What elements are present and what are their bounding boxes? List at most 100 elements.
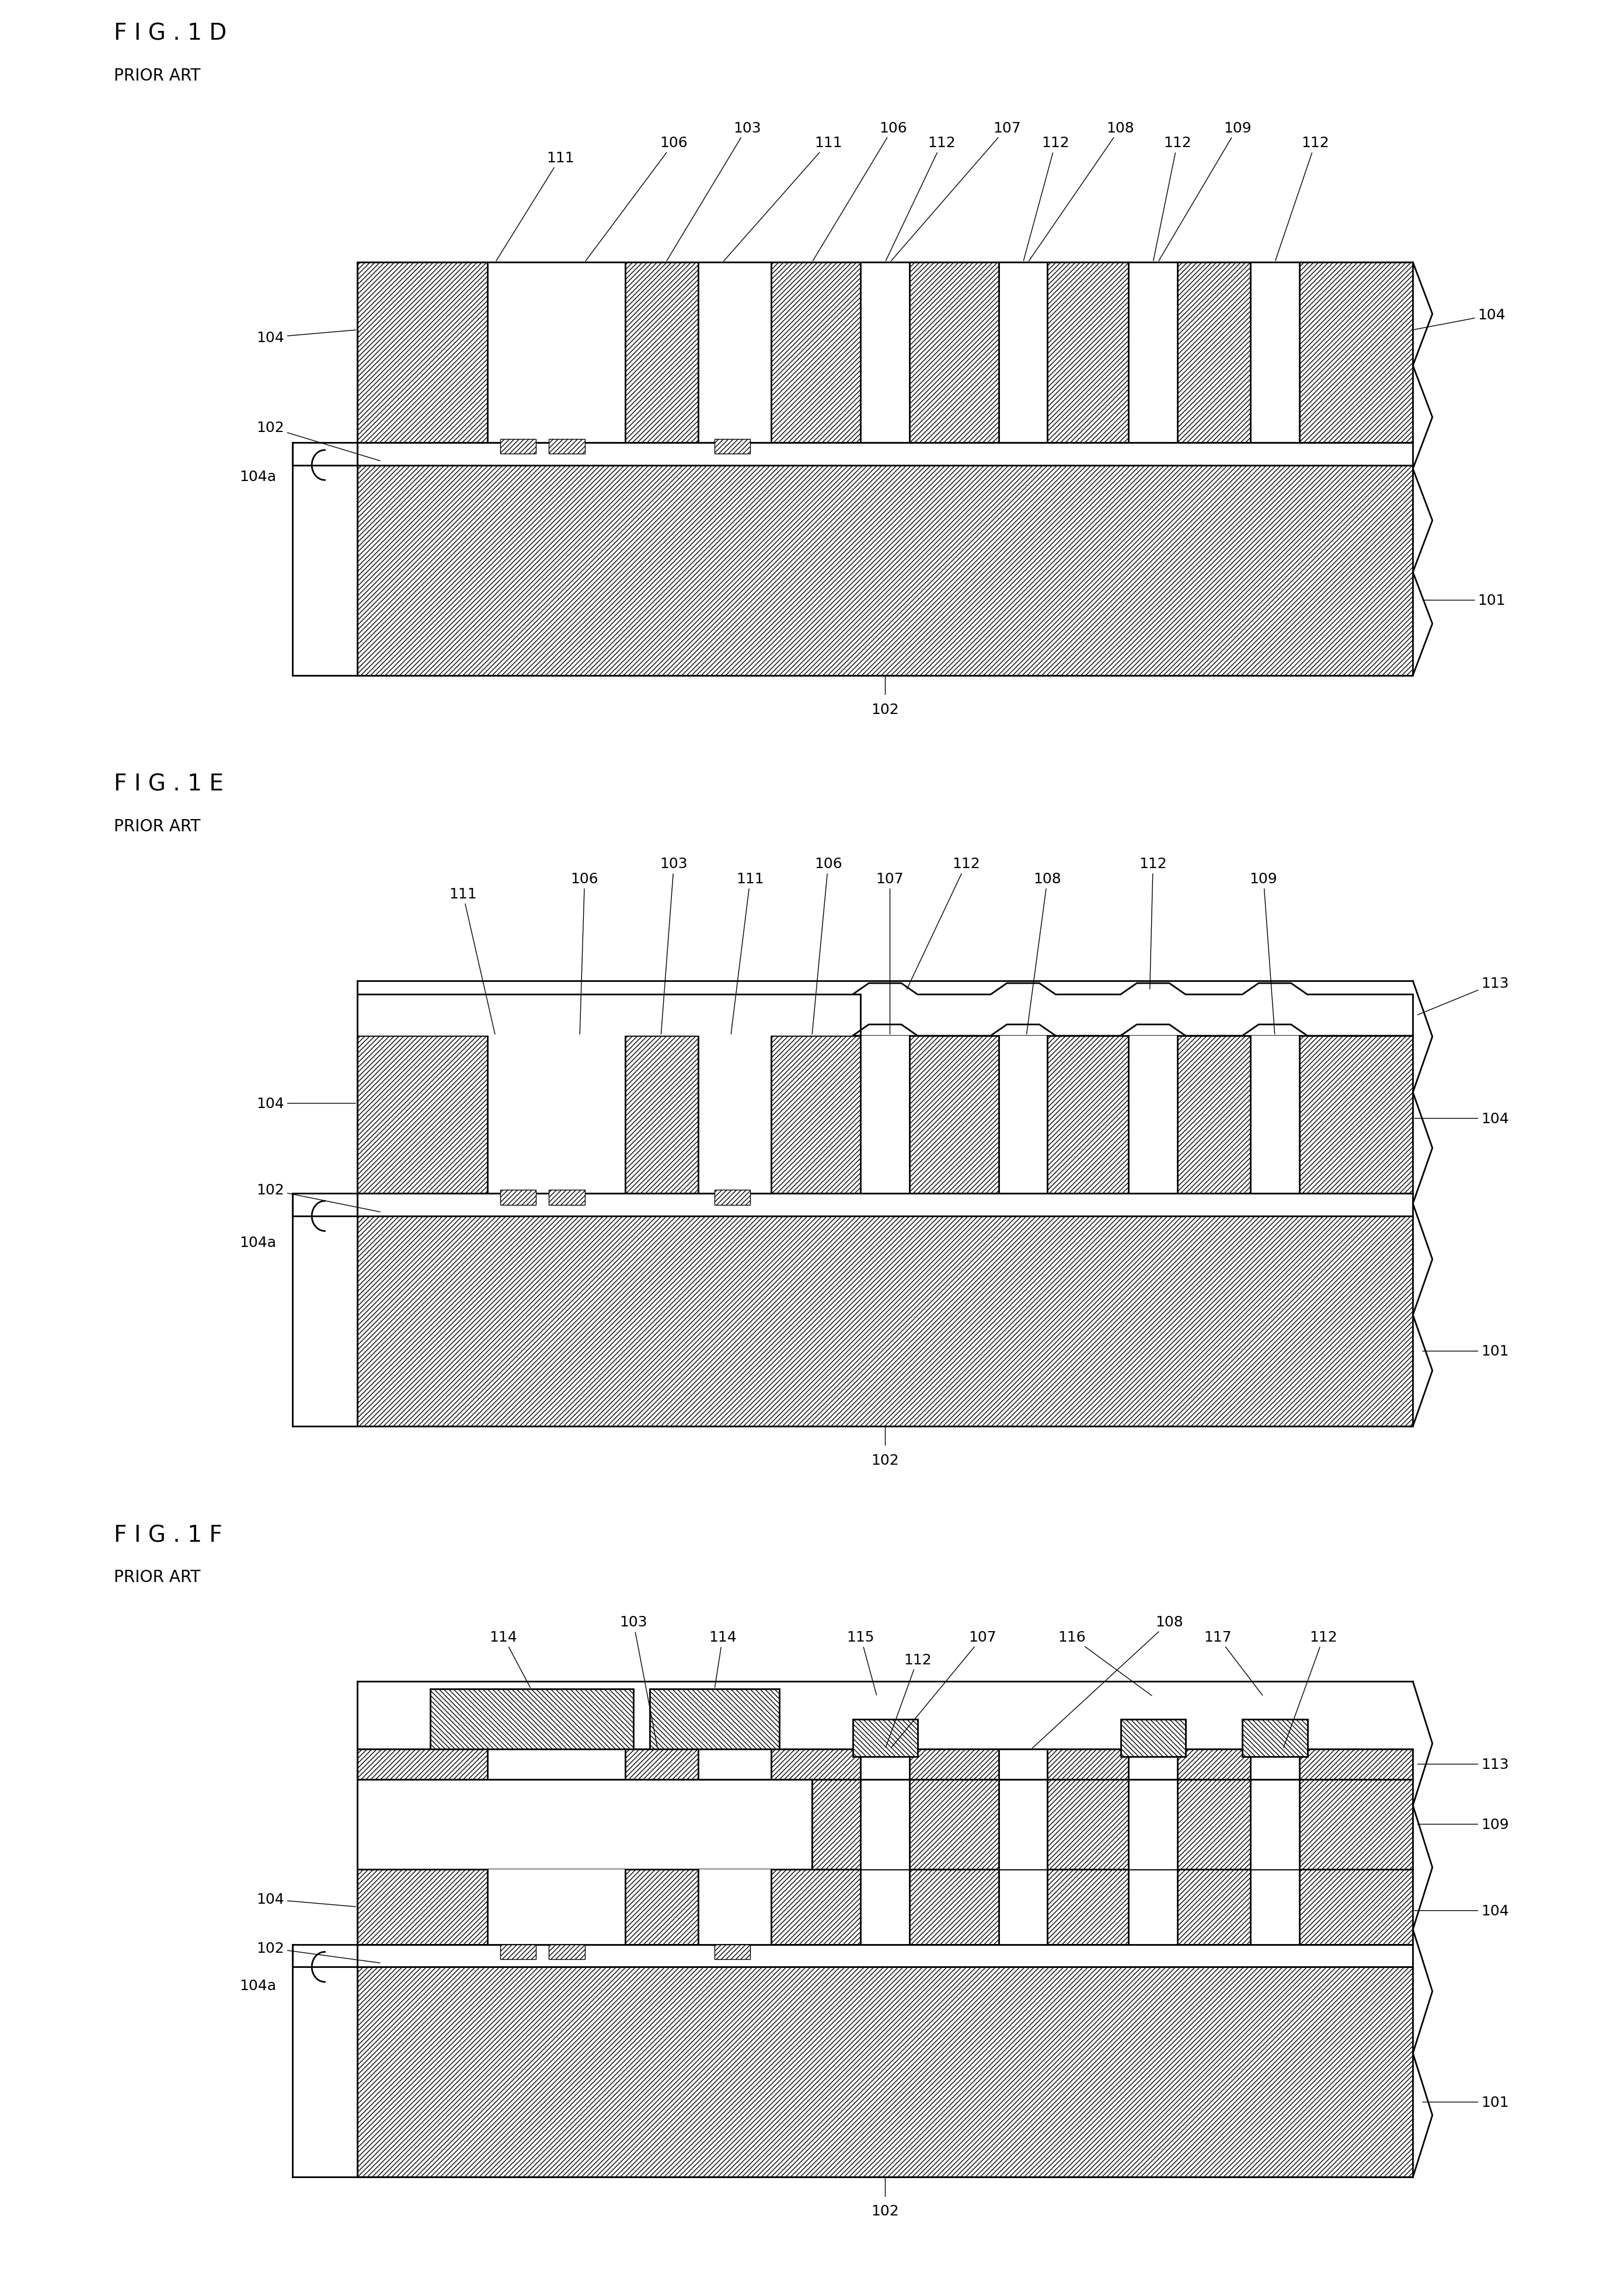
- Bar: [357, 1194, 1413, 1217]
- Bar: [1121, 1720, 1186, 1756]
- Text: 112: 112: [906, 858, 981, 990]
- Bar: [1129, 1870, 1177, 1945]
- Bar: [357, 1968, 1413, 2177]
- Polygon shape: [853, 983, 1413, 1035]
- Bar: [357, 1945, 1413, 1968]
- Text: 108: 108: [1033, 1615, 1184, 1747]
- Text: 104: 104: [257, 1893, 356, 1906]
- Bar: [861, 1035, 909, 1194]
- Bar: [1250, 264, 1299, 444]
- Bar: [853, 1720, 918, 1756]
- Bar: [698, 264, 771, 444]
- Bar: [650, 1688, 780, 1749]
- Text: 111: 111: [731, 871, 765, 1035]
- Bar: [549, 1190, 585, 1206]
- Bar: [487, 1035, 625, 1194]
- Text: 112: 112: [1153, 136, 1192, 262]
- Text: 106: 106: [812, 858, 843, 1035]
- Text: 116: 116: [1057, 1631, 1151, 1695]
- Text: 109: 109: [1160, 121, 1252, 262]
- Text: F I G . 1 F: F I G . 1 F: [114, 1524, 222, 1547]
- Bar: [1129, 264, 1177, 444]
- Bar: [357, 994, 861, 1035]
- Bar: [1250, 1749, 1299, 1779]
- Bar: [500, 439, 536, 455]
- Text: 104: 104: [257, 1097, 356, 1110]
- Bar: [487, 1870, 625, 1945]
- Bar: [715, 439, 750, 455]
- Text: F I G . 1 D: F I G . 1 D: [114, 23, 226, 46]
- Text: 101: 101: [1423, 2095, 1509, 2109]
- Bar: [999, 264, 1047, 444]
- Text: 101: 101: [1423, 594, 1505, 607]
- Bar: [357, 1749, 1413, 1779]
- Text: 109: 109: [1249, 871, 1278, 1035]
- Text: 102: 102: [870, 703, 900, 717]
- Text: 107: 107: [892, 1631, 997, 1747]
- Text: 102: 102: [257, 1183, 380, 1213]
- Text: 111: 111: [497, 150, 575, 262]
- Text: PRIOR ART: PRIOR ART: [114, 68, 200, 84]
- Bar: [487, 1749, 625, 1779]
- Text: 112: 112: [1023, 136, 1070, 262]
- Text: 104: 104: [1415, 1112, 1509, 1126]
- Bar: [500, 1190, 536, 1206]
- Bar: [861, 264, 909, 444]
- Bar: [1250, 1870, 1299, 1945]
- Text: 104: 104: [1415, 1904, 1509, 1918]
- Bar: [357, 1217, 1413, 1426]
- Text: 104a: 104a: [239, 1235, 276, 1249]
- Text: 104: 104: [1415, 309, 1505, 330]
- Bar: [715, 1945, 750, 1959]
- Text: 113: 113: [1418, 1756, 1509, 1772]
- Text: 115: 115: [846, 1631, 877, 1695]
- Bar: [812, 1779, 1413, 1870]
- Bar: [292, 1194, 357, 1426]
- Bar: [1129, 1749, 1177, 1779]
- Text: 113: 113: [1418, 976, 1509, 1015]
- Bar: [999, 1870, 1047, 1945]
- Text: 111: 111: [448, 887, 495, 1035]
- Bar: [999, 1779, 1047, 1870]
- Bar: [715, 1190, 750, 1206]
- Text: 104a: 104a: [239, 1979, 276, 1993]
- Text: PRIOR ART: PRIOR ART: [114, 819, 200, 835]
- Text: 106: 106: [814, 121, 908, 262]
- Text: 112: 112: [1283, 1631, 1338, 1747]
- Bar: [430, 1688, 633, 1749]
- Text: 112: 112: [1138, 858, 1168, 990]
- Text: 103: 103: [619, 1615, 658, 1747]
- Text: 108: 108: [1030, 121, 1135, 262]
- Text: 111: 111: [724, 136, 843, 262]
- Bar: [1242, 1720, 1307, 1756]
- Bar: [357, 1035, 1413, 1194]
- Bar: [487, 264, 625, 444]
- Bar: [698, 1749, 771, 1779]
- Text: 107: 107: [875, 871, 905, 1035]
- Bar: [999, 1749, 1047, 1779]
- Text: 102: 102: [870, 2204, 900, 2218]
- Text: 106: 106: [570, 871, 599, 1035]
- Text: 112: 112: [885, 1652, 932, 1747]
- Bar: [549, 1945, 585, 1959]
- Text: 102: 102: [257, 1941, 380, 1963]
- Text: 112: 112: [885, 136, 957, 262]
- Bar: [357, 466, 1413, 676]
- Bar: [357, 264, 1413, 444]
- Text: 104: 104: [257, 330, 356, 346]
- Text: 117: 117: [1203, 1631, 1262, 1695]
- Text: 114: 114: [489, 1631, 531, 1688]
- Text: 103: 103: [667, 121, 762, 262]
- Text: 106: 106: [586, 136, 689, 262]
- Bar: [1129, 1779, 1177, 1870]
- Bar: [1129, 1035, 1177, 1194]
- Bar: [698, 1870, 771, 1945]
- Text: 114: 114: [708, 1631, 737, 1688]
- Bar: [357, 1870, 1413, 1945]
- Text: 107: 107: [892, 121, 1021, 262]
- Bar: [861, 1779, 909, 1870]
- Text: 109: 109: [1418, 1818, 1509, 1831]
- Text: F I G . 1 E: F I G . 1 E: [114, 774, 224, 796]
- Bar: [999, 1035, 1047, 1194]
- Bar: [549, 439, 585, 455]
